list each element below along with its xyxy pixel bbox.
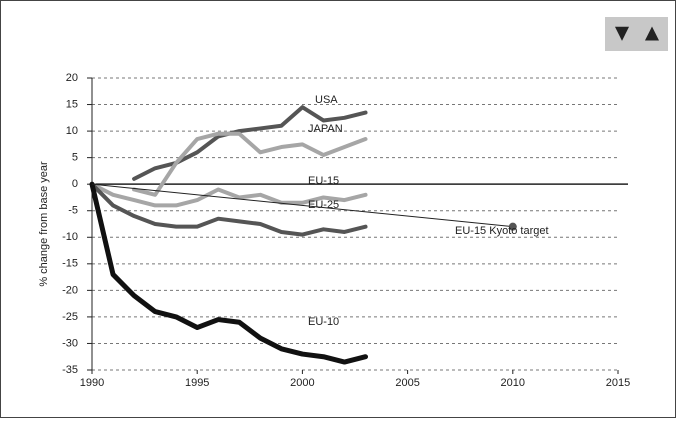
series-line: [90, 182, 368, 237]
series-label: EU-10: [308, 316, 339, 328]
sort-up-button[interactable]: ▲: [640, 19, 664, 46]
sort-buttons: [605, 17, 668, 51]
y-tick-label: -15: [62, 258, 78, 270]
y-tick-label: -35: [62, 364, 78, 376]
x-tick-label: 2010: [501, 377, 525, 389]
y-tick-label: 15: [66, 98, 78, 110]
target-line: [91, 183, 513, 228]
y-tick-label: 0: [72, 178, 78, 190]
sort-down-button[interactable]: ▼: [610, 19, 634, 46]
y-tick-label: -5: [68, 205, 78, 217]
series-line: [90, 182, 368, 208]
y-tick-label: -20: [62, 284, 78, 296]
target-point: [508, 222, 517, 231]
x-tick-label: 2000: [290, 377, 314, 389]
x-tick-label: 1990: [80, 377, 104, 389]
target-label: EU-15 Kyoto target: [455, 225, 549, 237]
x-tick-label: 1995: [185, 377, 209, 389]
y-tick-label: -10: [62, 231, 78, 243]
series-label: USA: [315, 94, 338, 106]
series-label: EU-15: [308, 175, 339, 187]
x-tick-label: 2005: [395, 377, 419, 389]
series-line: [132, 131, 368, 197]
x-tick-label: 2015: [606, 377, 630, 389]
series-label: EU-25: [308, 199, 339, 211]
series-line: [132, 105, 368, 181]
y-tick-label: 5: [72, 152, 78, 164]
y-tick-label: 20: [66, 72, 78, 84]
series-label: JAPAN: [308, 123, 343, 135]
y-tick-label: 10: [66, 125, 78, 137]
y-tick-label: -30: [62, 337, 78, 349]
series-line: [89, 181, 369, 365]
y-axis-label: % change from base year: [38, 161, 50, 287]
y-tick-label: -25: [62, 311, 78, 323]
